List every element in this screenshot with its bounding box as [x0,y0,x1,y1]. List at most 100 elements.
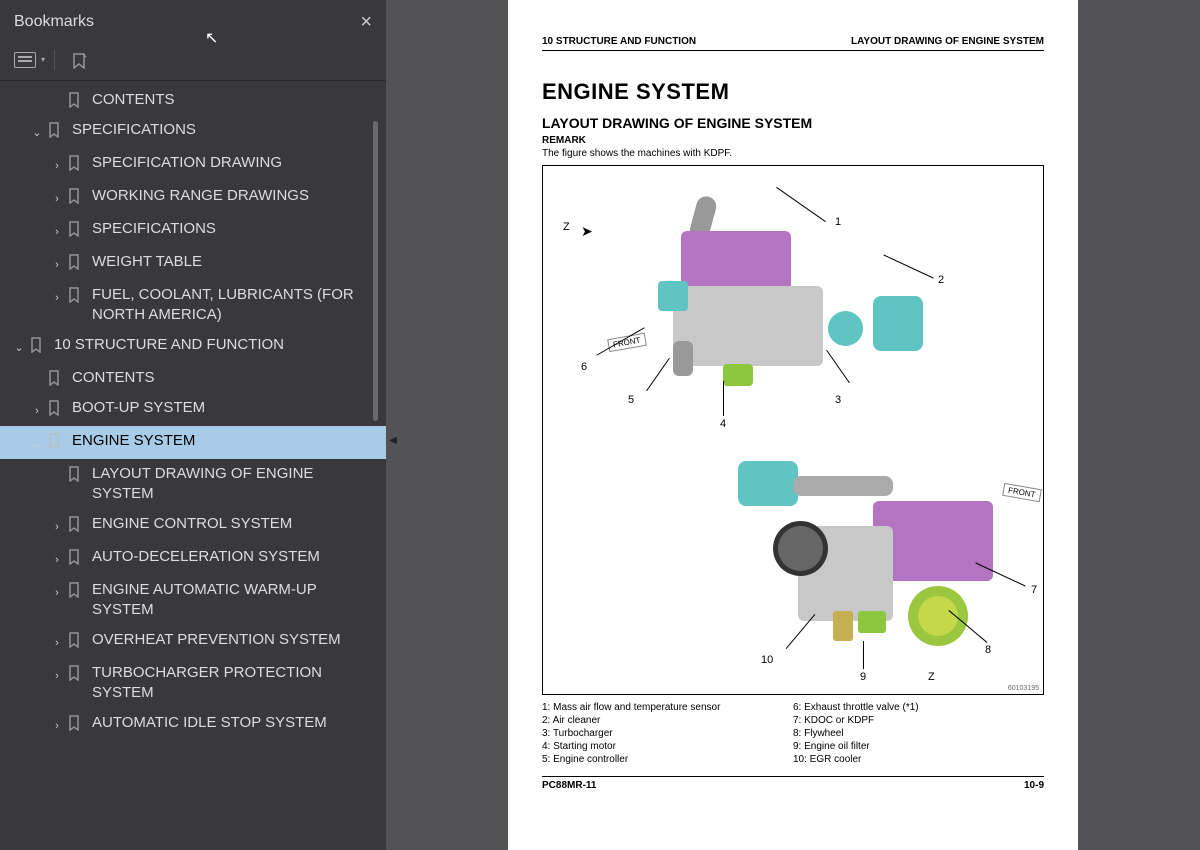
bookmark-label: AUTOMATIC IDLE STOP SYSTEM [92,713,378,733]
scrollbar-thumb[interactable] [373,121,378,421]
bookmark-tree[interactable]: CONTENTS ⌄ SPECIFICATIONS › SPECIFICATION DR… [0,81,386,850]
bookmark-label: SPECIFICATION DRAWING [92,153,378,173]
expand-icon[interactable]: › [48,186,66,209]
bookmark-item[interactable]: ⌄ ENGINE SYSTEM [0,426,386,459]
bookmark-item[interactable]: › AUTOMATIC IDLE STOP SYSTEM [0,708,386,741]
bookmark-item[interactable]: › BOOT-UP SYSTEM [0,393,386,426]
callout-3: 3 [835,394,841,406]
bookmark-ribbon-icon[interactable] [73,50,95,70]
expand-icon[interactable]: › [48,219,66,242]
divider [54,50,55,70]
bookmark-item[interactable]: › FUEL, COOLANT, LUBRICANTS (FOR NORTH AM… [0,280,386,330]
legend-item: 2: Air cleaner [542,714,793,727]
callout-6: 6 [581,361,587,373]
bookmark-item[interactable]: › OVERHEAT PREVENTION SYSTEM [0,625,386,658]
header-left: 10 STRUCTURE AND FUNCTION [542,36,696,47]
front-tag-2: FRONT [1002,483,1041,502]
bookmark-item[interactable]: › SPECIFICATIONS [0,214,386,247]
bookmark-item[interactable]: ⌄ 10 STRUCTURE AND FUNCTION [0,330,386,363]
bookmark-label: 10 STRUCTURE AND FUNCTION [54,335,378,355]
bookmark-label: OVERHEAT PREVENTION SYSTEM [92,630,378,650]
legend-item: 1: Mass air flow and temperature sensor [542,701,793,714]
document-viewer[interactable]: 10 STRUCTURE AND FUNCTION LAYOUT DRAWING… [386,0,1200,850]
bookmark-label: SPECIFICATIONS [92,219,378,239]
callout-9: 9 [860,671,866,683]
legend-item: 5: Engine controller [542,753,793,766]
bookmark-label: CONTENTS [92,90,378,110]
bookmark-label: ENGINE SYSTEM [72,431,378,451]
bookmark-item[interactable]: › ENGINE CONTROL SYSTEM [0,509,386,542]
expand-icon[interactable]: › [48,285,66,308]
expand-icon[interactable]: › [48,252,66,275]
legend-item: 9: Engine oil filter [793,740,1044,753]
legend-item: 8: Flywheel [793,727,1044,740]
outline-options-icon[interactable] [14,50,36,70]
bookmark-item[interactable]: ⌄ SPECIFICATIONS [0,115,386,148]
close-icon[interactable]: × [360,11,372,34]
bookmark-item[interactable]: CONTENTS [0,85,386,115]
expand-icon[interactable]: › [48,580,66,603]
legend-item: 4: Starting motor [542,740,793,753]
expand-icon[interactable]: ⌄ [28,120,46,143]
bookmark-label: CONTENTS [72,368,378,388]
callout-4: 4 [720,418,726,430]
bookmark-item[interactable]: › SPECIFICATION DRAWING [0,148,386,181]
bookmark-label: BOOT-UP SYSTEM [72,398,378,418]
callout-2: 2 [938,274,944,286]
footer-left: PC88MR-11 [542,780,596,791]
collapse-sidebar-icon[interactable]: ◀ [386,420,400,460]
callout-z: Z [563,221,570,233]
section-title: LAYOUT DRAWING OF ENGINE SYSTEM [542,115,1044,131]
bookmarks-sidebar: Bookmarks × ↖ CONTENTS⌄SPECIFICATIONS›SP… [0,0,386,850]
expand-icon[interactable]: › [48,153,66,176]
bookmark-item[interactable]: CONTENTS [0,363,386,393]
page-footer: PC88MR-11 10-9 [542,776,1044,791]
remark-label: REMARK [542,135,1044,146]
sidebar-title: Bookmarks [14,13,94,31]
legend-right: 6: Exhaust throttle valve (*1)7: KDOC or… [793,701,1044,766]
bookmark-item[interactable]: LAYOUT DRAWING OF ENGINE SYSTEM [0,459,386,509]
expand-icon[interactable] [48,90,66,93]
figure-id: 60103195 [1008,685,1039,692]
bookmark-label: SPECIFICATIONS [72,120,378,140]
expand-icon[interactable]: › [48,663,66,686]
legend-item: 7: KDOC or KDPF [793,714,1044,727]
sidebar-header: Bookmarks × [0,0,386,44]
expand-icon[interactable]: ⌄ [28,431,46,454]
legend: 1: Mass air flow and temperature sensor2… [542,701,1044,766]
expand-icon[interactable]: › [48,514,66,537]
expand-icon[interactable] [28,368,46,371]
bookmark-label: LAYOUT DRAWING OF ENGINE SYSTEM [92,464,378,504]
legend-item: 10: EGR cooler [793,753,1044,766]
bookmark-label: WORKING RANGE DRAWINGS [92,186,378,206]
legend-left: 1: Mass air flow and temperature sensor2… [542,701,793,766]
bookmark-item[interactable]: ›TURBOCHARGER PROTECTION SYSTEM [0,658,386,708]
legend-item: 6: Exhaust throttle valve (*1) [793,701,1044,714]
expand-icon[interactable]: › [48,547,66,570]
bookmark-item[interactable]: › WEIGHT TABLE [0,247,386,280]
engine-figure: FRONT Z ➤ 1 2 3 4 5 6 [542,165,1044,695]
arrow-icon: ➤ [581,223,593,240]
legend-item: 3: Turbocharger [542,727,793,740]
expand-icon[interactable] [48,464,66,467]
expand-icon[interactable]: ⌄ [10,335,28,358]
expand-icon[interactable]: › [28,398,46,421]
callout-10: 10 [761,654,773,666]
bookmark-label: ENGINE AUTOMATIC WARM-UP SYSTEM [92,580,378,620]
bookmark-item[interactable]: › ENGINE AUTOMATIC WARM-UP SYSTEM [0,575,386,625]
bookmark-label: FUEL, COOLANT, LUBRICANTS (FOR NORTH AME… [92,285,378,325]
callout-8: 8 [985,644,991,656]
footer-right: 10-9 [1024,780,1044,791]
bookmark-label: ENGINE CONTROL SYSTEM [92,514,378,534]
callout-z2: Z [928,671,935,683]
header-right: LAYOUT DRAWING OF ENGINE SYSTEM [851,36,1044,47]
callout-7: 7 [1031,584,1037,596]
callout-1: 1 [835,216,841,228]
page-header: 10 STRUCTURE AND FUNCTION LAYOUT DRAWING… [542,36,1044,51]
bookmark-label: WEIGHT TABLE [92,252,378,272]
bookmark-item[interactable]: › WORKING RANGE DRAWINGS [0,181,386,214]
expand-icon[interactable]: › [48,713,66,736]
bookmark-item[interactable]: › AUTO-DECELERATION SYSTEM [0,542,386,575]
expand-icon[interactable]: › [48,630,66,653]
bookmark-label: AUTO-DECELERATION SYSTEM [92,547,378,567]
